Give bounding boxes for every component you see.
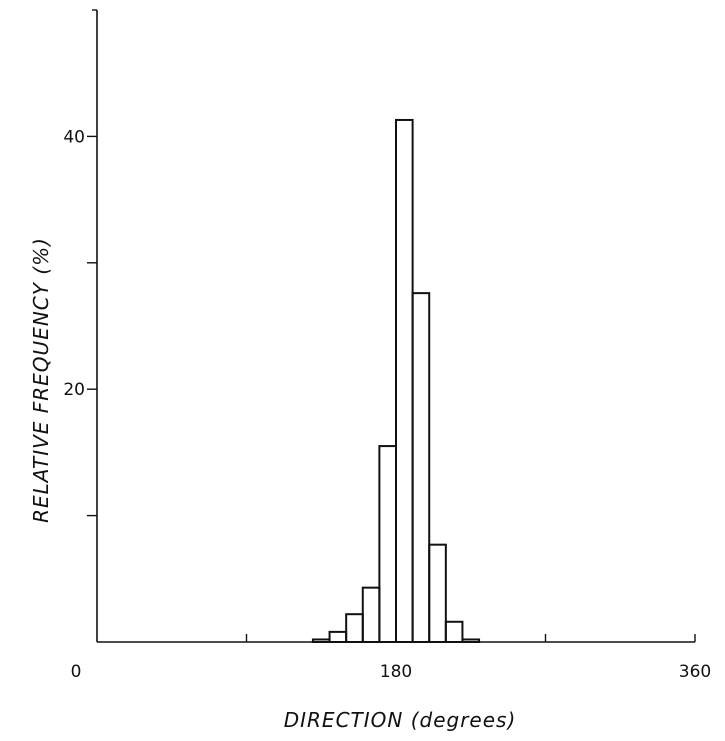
- histogram-bar: [378, 445, 397, 643]
- histogram-bar: [345, 613, 364, 644]
- x-axis-title: DIRECTION (degrees): [284, 708, 517, 732]
- histogram-bar: [444, 620, 464, 644]
- x-axis-ticks: 0 180 360: [71, 634, 711, 682]
- y-tick-label: 20: [63, 380, 85, 400]
- histogram-bar: [461, 638, 481, 643]
- histogram-bars: [311, 118, 481, 644]
- histogram-bar: [311, 638, 331, 643]
- x-tick-label: 0: [71, 662, 82, 682]
- y-tick-label: 40: [63, 127, 85, 147]
- histogram-bar: [361, 586, 381, 644]
- x-tick-label: 360: [679, 662, 711, 682]
- x-tick-label: 180: [380, 662, 412, 682]
- histogram-bar: [411, 292, 431, 643]
- histogram-bar: [428, 543, 447, 643]
- y-axis-title: RELATIVE FREQUENCY (%): [29, 237, 53, 523]
- axes: [92, 9, 695, 643]
- histogram-bar: [328, 630, 348, 643]
- histogram-bar: [395, 118, 414, 643]
